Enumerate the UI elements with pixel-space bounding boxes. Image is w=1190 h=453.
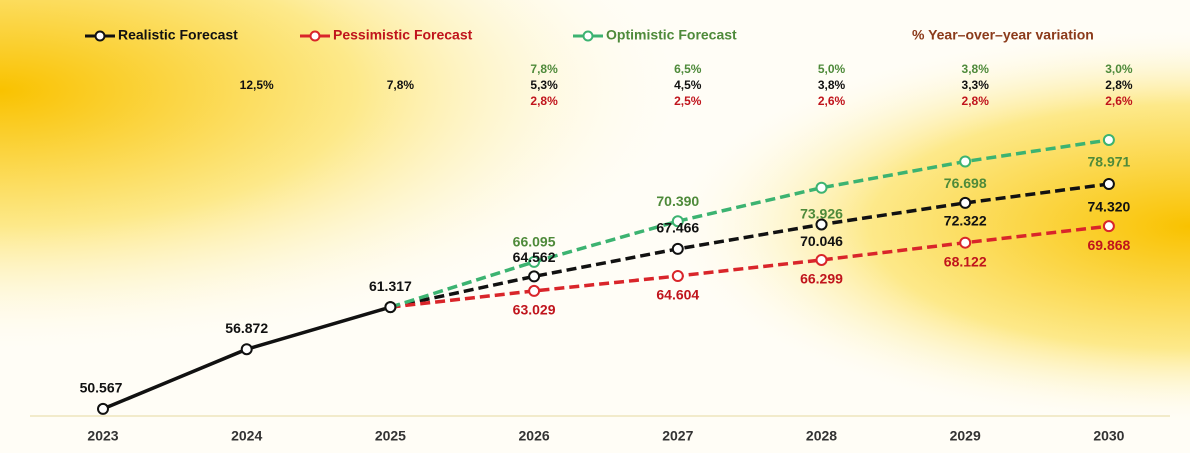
variation-label: 2,6% — [1105, 94, 1133, 108]
variation-label: 3,3% — [962, 78, 990, 92]
data-label: 56.872 — [225, 320, 268, 336]
x-tick-label: 2025 — [375, 428, 406, 444]
variation-label: 4,5% — [674, 78, 702, 92]
variation-label: 2,8% — [962, 94, 990, 108]
data-point — [671, 242, 684, 255]
x-tick-label: 2024 — [231, 428, 262, 444]
legend-marker — [582, 30, 594, 42]
data-label: 73.926 — [800, 205, 843, 221]
legend-marker — [94, 30, 106, 42]
data-label: 67.466 — [656, 220, 699, 236]
legend-title: % Year–over–year variation — [912, 27, 1094, 43]
data-point — [97, 402, 109, 415]
data-point — [528, 255, 541, 268]
data-label: 64.562 — [513, 249, 556, 265]
data-label: 78.971 — [1087, 154, 1130, 170]
data-label: 50.567 — [80, 380, 123, 396]
x-tick-label: 2023 — [87, 428, 118, 444]
variation-label: 2,6% — [818, 94, 846, 108]
variation-label: 3,0% — [1105, 62, 1133, 76]
data-label: 61.317 — [369, 278, 412, 294]
variation-label: 2,8% — [530, 94, 558, 108]
data-point — [815, 181, 828, 194]
x-tick-label: 2030 — [1093, 428, 1124, 444]
variation-label: 12,5% — [240, 78, 274, 92]
legend-marker — [309, 30, 321, 42]
data-label: 70.390 — [656, 193, 699, 209]
x-tick-label: 2029 — [950, 428, 981, 444]
variation-label: 5,0% — [818, 62, 846, 76]
x-tick-label: 2027 — [662, 428, 693, 444]
data-point — [1102, 178, 1115, 191]
data-label: 72.322 — [944, 213, 987, 229]
data-point — [671, 269, 684, 282]
variation-label: 2,5% — [674, 94, 702, 108]
data-label: 66.299 — [800, 271, 843, 287]
data-point — [959, 236, 972, 249]
variation-label: 3,8% — [962, 62, 990, 76]
data-point — [959, 155, 972, 168]
data-label: 76.698 — [944, 175, 987, 191]
series-line — [390, 182, 1110, 309]
series-line — [389, 138, 1110, 309]
data-point — [528, 284, 541, 297]
variation-label: 6,5% — [674, 62, 702, 76]
x-tick-label: 2028 — [806, 428, 837, 444]
variation-label: 2,8% — [1105, 78, 1133, 92]
variation-label: 7,8% — [387, 78, 415, 92]
x-tick-label: 2026 — [519, 428, 550, 444]
data-label: 66.095 — [513, 234, 556, 250]
data-point — [240, 343, 253, 356]
series-line — [390, 224, 1110, 309]
legend-label: Optimistic Forecast — [606, 27, 737, 43]
data-point — [528, 270, 541, 283]
data-point — [671, 215, 684, 228]
variation-label: 7,8% — [530, 62, 558, 76]
data-label: 63.029 — [513, 302, 556, 318]
data-point — [815, 253, 828, 266]
variation-label: 5,3% — [530, 78, 558, 92]
data-point — [384, 301, 397, 314]
data-point — [959, 196, 972, 209]
data-label: 69.868 — [1087, 237, 1130, 253]
variation-label: 3,8% — [818, 78, 846, 92]
data-label: 70.046 — [800, 233, 843, 249]
legend-label: Realistic Forecast — [118, 27, 238, 43]
data-label: 64.604 — [656, 287, 699, 303]
legend-label: Pessimistic Forecast — [333, 27, 473, 43]
data-label: 68.122 — [944, 253, 987, 269]
data-point — [1102, 220, 1115, 233]
data-label: 74.320 — [1087, 199, 1130, 215]
data-point — [1102, 133, 1115, 146]
data-point — [815, 218, 828, 231]
